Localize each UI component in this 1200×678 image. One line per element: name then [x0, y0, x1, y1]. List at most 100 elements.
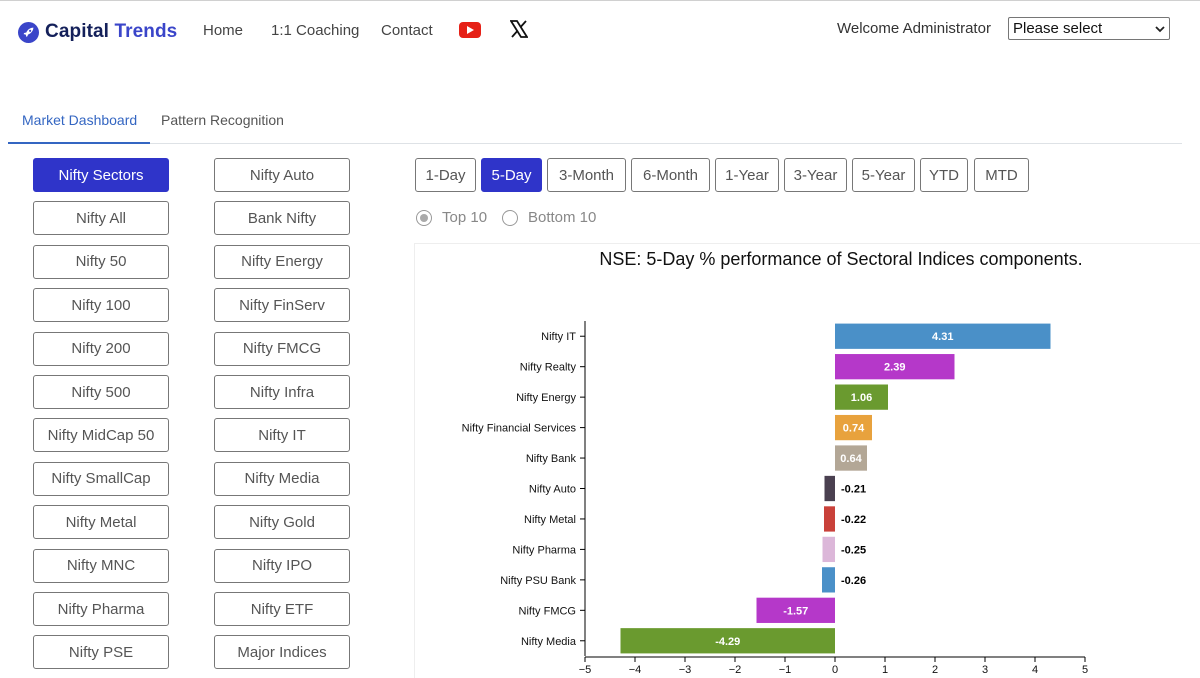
bar [620, 628, 835, 654]
rocket-icon [18, 21, 39, 43]
radio-circle [416, 209, 432, 226]
chart-title: NSE: 5-Day % performance of Sectoral Ind… [599, 249, 1082, 269]
period-button-6-month[interactable]: 6-Month [631, 158, 710, 192]
youtube-icon[interactable] [459, 22, 481, 38]
y-tick-label: Nifty Bank [526, 453, 577, 465]
bar-value-label: 0.74 [843, 423, 865, 435]
bar [822, 567, 835, 593]
sector-button-nifty-fmcg[interactable]: Nifty FMCG [214, 331, 350, 366]
y-tick-label: Nifty Metal [524, 514, 576, 526]
radio-bottom-10[interactable]: Bottom 10 [502, 209, 596, 226]
sector-button-nifty-ipo[interactable]: Nifty IPO [214, 548, 350, 583]
sector-button-nifty-it[interactable]: Nifty IT [214, 418, 350, 453]
bar [822, 536, 835, 563]
bar [824, 506, 835, 532]
tab-market-dashboard[interactable]: Market Dashboard [22, 112, 138, 128]
x-tick-label: 2 [932, 664, 938, 676]
period-button-5-year[interactable]: 5-Year [852, 158, 915, 192]
sector-button-nifty-finserv[interactable]: Nifty FinServ [214, 288, 350, 323]
bar [756, 597, 835, 623]
y-tick-label: Nifty Media [521, 636, 577, 648]
x-tick-label: −2 [729, 664, 742, 676]
period-button-1-year[interactable]: 1-Year [715, 158, 779, 192]
period-button-ytd[interactable]: YTD [920, 158, 968, 192]
y-tick-label: Nifty FMCG [519, 605, 576, 617]
sector-button-nifty-gold[interactable]: Nifty Gold [214, 505, 350, 540]
period-button-3-month[interactable]: 3-Month [547, 158, 626, 192]
active-tab-indicator [8, 142, 150, 144]
y-tick-label: Nifty IT [541, 331, 576, 343]
sector-button-nifty-energy[interactable]: Nifty Energy [214, 244, 350, 279]
x-tick-label: 5 [1082, 664, 1088, 676]
sector-button-nifty-auto[interactable]: Nifty Auto [214, 158, 350, 192]
sector-button-nifty-200[interactable]: Nifty 200 [33, 331, 169, 366]
tab-pattern-recognition[interactable]: Pattern Recognition [161, 112, 284, 128]
select-value: Please select [1013, 20, 1103, 37]
top-navbar: Capital Trends Home 1:1 Coaching Contact… [0, 1, 1200, 59]
x-tick-label: −3 [679, 664, 692, 676]
bar-chart-svg: NSE: 5-Day % performance of Sectoral Ind… [462, 249, 1088, 676]
chevron-down-icon [1155, 20, 1165, 37]
sector-button-nifty-sectors[interactable]: Nifty Sectors [33, 158, 169, 192]
sector-button-nifty-mnc[interactable]: Nifty MNC [33, 548, 169, 583]
sector-button-nifty-midcap-50[interactable]: Nifty MidCap 50 [33, 418, 169, 453]
dashboard-tabs: Market Dashboard Pattern Recognition [8, 100, 1182, 144]
bar [835, 384, 888, 410]
brand-name: Capital Trends [45, 21, 177, 43]
sector-button-nifty-100[interactable]: Nifty 100 [33, 288, 169, 323]
period-button-mtd[interactable]: MTD [974, 158, 1029, 192]
y-tick-label: Nifty Pharma [512, 544, 576, 556]
sector-button-nifty-50[interactable]: Nifty 50 [33, 244, 169, 279]
sector-button-nifty-infra[interactable]: Nifty Infra [214, 375, 350, 409]
x-tick-label: 3 [982, 664, 988, 676]
period-button-5-day[interactable]: 5-Day [481, 158, 542, 192]
brand-name-part1: Capital [45, 21, 110, 42]
bar-value-label: 4.31 [932, 331, 953, 343]
radio-label: Bottom 10 [528, 209, 597, 226]
nav-contact-link[interactable]: Contact [381, 22, 433, 39]
y-tick-label: Nifty Energy [516, 392, 576, 404]
nav-home-link[interactable]: Home [203, 22, 244, 39]
sector-button-major-indices[interactable]: Major Indices [214, 635, 350, 670]
y-tick-label: Nifty Financial Services [462, 423, 577, 435]
period-button-3-year[interactable]: 3-Year [784, 158, 847, 192]
bar-value-label: -4.29 [715, 636, 740, 648]
brand-logo[interactable]: Capital Trends [18, 20, 177, 44]
x-tick-label: 1 [882, 664, 888, 676]
bar-value-label: -0.22 [841, 514, 866, 526]
bar-value-label: -0.26 [841, 575, 866, 587]
y-tick-label: Nifty PSU Bank [500, 575, 576, 587]
sector-button-nifty-metal[interactable]: Nifty Metal [33, 505, 169, 540]
x-tick-label: −4 [629, 664, 642, 676]
sector-button-nifty-500[interactable]: Nifty 500 [33, 375, 169, 409]
brand-name-part2: Trends [114, 21, 178, 42]
x-tick-label: −5 [579, 664, 592, 676]
bar-value-label: -1.57 [783, 605, 808, 617]
x-tick-label: 4 [1032, 664, 1038, 676]
bar-value-label: 2.39 [884, 362, 905, 374]
sector-button-nifty-pharma[interactable]: Nifty Pharma [33, 592, 169, 626]
sector-button-nifty-all[interactable]: Nifty All [33, 201, 169, 236]
bar [824, 475, 835, 502]
x-icon[interactable] [509, 20, 529, 38]
sector-button-nifty-media[interactable]: Nifty Media [214, 461, 350, 496]
sector-button-nifty-etf[interactable]: Nifty ETF [214, 592, 350, 626]
bar-value-label: -0.21 [841, 484, 866, 496]
radio-top-10[interactable]: Top 10 [416, 209, 487, 226]
period-button-1-day[interactable]: 1-Day [415, 158, 476, 192]
sector-button-nifty-pse[interactable]: Nifty PSE [33, 635, 169, 670]
nav-coaching-link[interactable]: 1:1 Coaching [271, 22, 360, 39]
welcome-text: Welcome Administrator [837, 20, 991, 37]
x-tick-label: −1 [779, 664, 792, 676]
bar [835, 323, 1051, 349]
y-tick-label: Nifty Realty [520, 362, 577, 374]
sector-button-nifty-smallcap[interactable]: Nifty SmallCap [33, 461, 169, 496]
sector-button-bank-nifty[interactable]: Bank Nifty [214, 201, 350, 236]
radio-circle [502, 209, 518, 226]
performance-chart: NSE: 5-Day % performance of Sectoral Ind… [414, 243, 1200, 678]
radio-label: Top 10 [442, 209, 488, 226]
account-select[interactable]: Please select [1008, 17, 1170, 40]
bar [835, 414, 872, 441]
bar-value-label: -0.25 [841, 544, 866, 556]
bar-value-label: 1.06 [851, 392, 872, 404]
